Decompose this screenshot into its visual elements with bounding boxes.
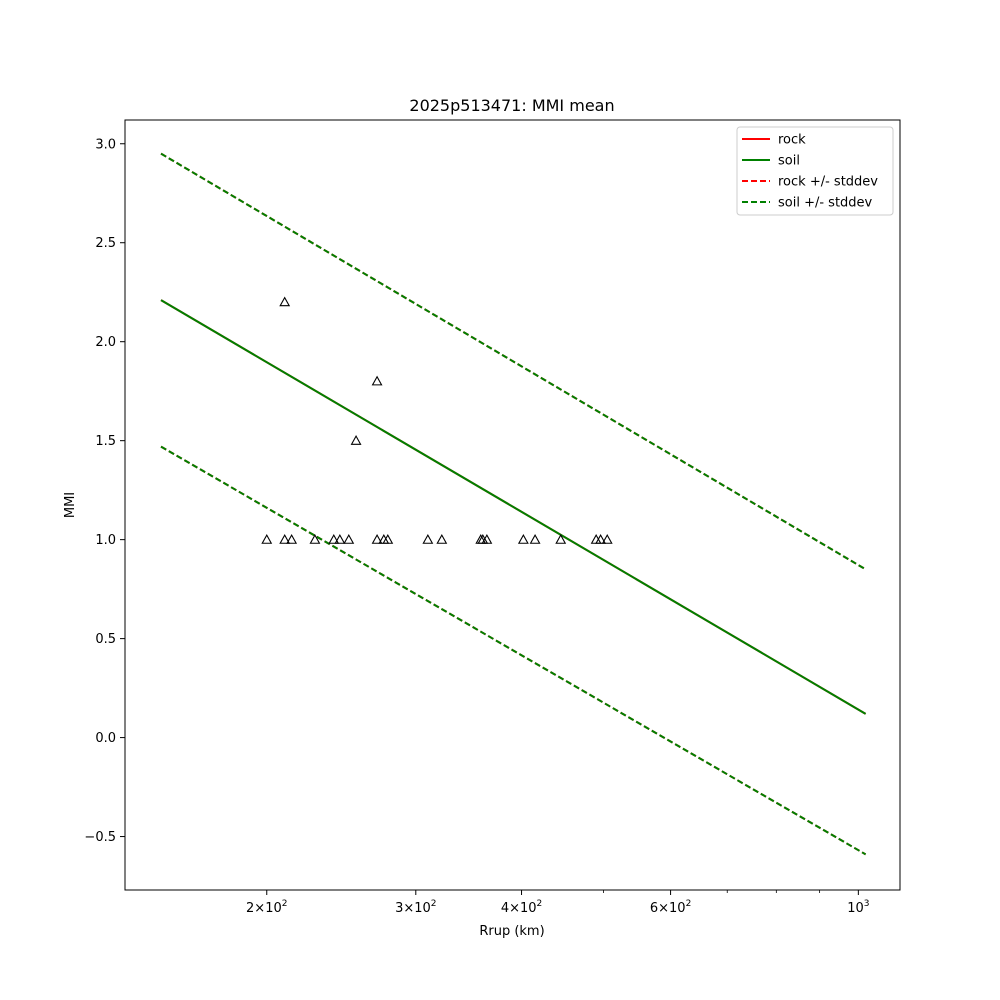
observation-point xyxy=(517,534,529,544)
observation-point xyxy=(261,534,273,544)
observation-point xyxy=(328,534,340,544)
series-line-3-lower xyxy=(160,445,867,856)
observation-point xyxy=(309,534,321,544)
observation-point xyxy=(343,534,355,544)
observation-point xyxy=(382,534,394,544)
legend-label: soil +/- stddev xyxy=(778,196,873,211)
observation-points xyxy=(261,296,613,544)
observation-point xyxy=(371,534,383,544)
observation-point xyxy=(350,435,362,445)
y-tick-label: 0.0 xyxy=(95,731,116,746)
y-tick-label: 1.5 xyxy=(95,434,116,449)
legend-label: rock xyxy=(778,133,806,148)
observation-point xyxy=(334,534,346,544)
y-axis: −0.5 0.0 0.5 1.0 1.5 2.0 2.5 3.0 xyxy=(84,137,125,845)
observation-point xyxy=(481,534,493,544)
y-tick-label: 1.0 xyxy=(95,533,116,548)
plot-area xyxy=(125,120,900,890)
observation-point xyxy=(555,534,567,544)
series-line-3 xyxy=(160,152,867,571)
observation-point xyxy=(286,534,298,544)
x-tick-label: 103 xyxy=(847,899,869,916)
plot-frame xyxy=(124,119,901,891)
x-axis-label: Rrup (km) xyxy=(479,924,544,939)
legend-label: soil xyxy=(778,154,800,169)
series-line-1 xyxy=(160,299,867,715)
chart-title: 2025p513471: MMI mean xyxy=(409,96,614,115)
observation-point xyxy=(371,375,383,386)
observation-point xyxy=(529,534,541,544)
legend-label: rock +/- stddev xyxy=(778,175,878,190)
observation-point xyxy=(436,534,448,544)
plot-background xyxy=(125,120,900,890)
observation-point xyxy=(279,534,291,544)
y-tick-label: 3.0 xyxy=(95,137,116,152)
x-tick-label: 2×102 xyxy=(246,899,287,916)
observation-point xyxy=(595,534,607,544)
legend-box xyxy=(736,126,894,216)
observation-point xyxy=(279,296,291,307)
x-tick-label: 4×102 xyxy=(501,899,542,916)
legend: rock soil rock +/- stddev soil +/- stddev xyxy=(736,126,894,216)
x-axis: 2×102 3×102 4×102 6×102 103 xyxy=(246,890,869,916)
x-tick-label: 3×102 xyxy=(395,899,436,916)
x-tick-label: 6×102 xyxy=(650,899,691,916)
observation-point xyxy=(422,534,434,544)
observation-point xyxy=(601,534,613,544)
y-tick-label: 2.0 xyxy=(95,335,116,350)
y-axis-label: MMI xyxy=(63,492,78,518)
y-tick-label: 0.5 xyxy=(95,632,116,647)
y-tick-label: −0.5 xyxy=(84,830,116,845)
y-tick-label: 2.5 xyxy=(95,236,116,251)
series-layer xyxy=(160,152,867,856)
